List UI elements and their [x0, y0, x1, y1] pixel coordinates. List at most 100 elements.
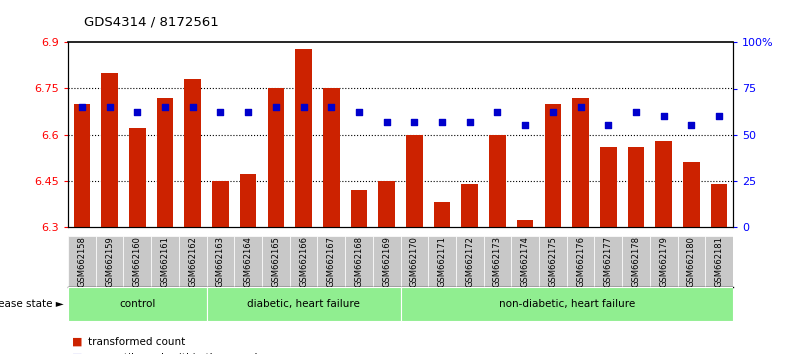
Bar: [434, 202, 450, 227]
Bar: [157, 98, 173, 227]
Bar: [68, 236, 96, 287]
Bar: [290, 236, 317, 287]
Bar: [400, 236, 429, 287]
Point: [103, 104, 116, 110]
Text: GSM662181: GSM662181: [714, 236, 723, 287]
Text: GSM662163: GSM662163: [216, 236, 225, 287]
Point: [463, 119, 476, 125]
Bar: [151, 236, 179, 287]
Text: GSM662166: GSM662166: [299, 236, 308, 287]
Text: GSM662161: GSM662161: [160, 236, 170, 287]
Point: [436, 119, 449, 125]
Bar: [68, 287, 207, 321]
Text: GSM662176: GSM662176: [576, 236, 585, 287]
Bar: [323, 88, 340, 227]
Bar: [511, 236, 539, 287]
Point: [159, 104, 171, 110]
Point: [491, 110, 504, 115]
Text: GSM662165: GSM662165: [272, 236, 280, 287]
Bar: [678, 236, 705, 287]
Text: GDS4314 / 8172561: GDS4314 / 8172561: [84, 15, 219, 28]
Bar: [461, 184, 478, 227]
Text: GSM662179: GSM662179: [659, 236, 668, 287]
Point: [658, 113, 670, 119]
Point: [325, 104, 338, 110]
Text: GSM662158: GSM662158: [78, 236, 87, 287]
Bar: [317, 236, 345, 287]
Text: GSM662178: GSM662178: [631, 236, 641, 287]
Bar: [212, 181, 229, 227]
Text: percentile rank within the sample: percentile rank within the sample: [88, 353, 264, 354]
Bar: [207, 236, 235, 287]
Text: GSM662162: GSM662162: [188, 236, 197, 287]
Point: [187, 104, 199, 110]
Bar: [489, 135, 505, 227]
Bar: [184, 79, 201, 227]
Bar: [622, 236, 650, 287]
Text: GSM662180: GSM662180: [687, 236, 696, 287]
Bar: [545, 104, 562, 227]
Point: [685, 122, 698, 128]
Text: GSM662170: GSM662170: [410, 236, 419, 287]
Text: transformed count: transformed count: [88, 337, 185, 347]
Bar: [268, 88, 284, 227]
Bar: [539, 236, 567, 287]
Bar: [710, 184, 727, 227]
Text: ■: ■: [72, 353, 83, 354]
Bar: [600, 147, 617, 227]
Bar: [705, 236, 733, 287]
Bar: [517, 221, 533, 227]
Text: ■: ■: [72, 337, 83, 347]
Text: GSM662164: GSM662164: [244, 236, 252, 287]
Text: control: control: [119, 299, 155, 309]
Bar: [567, 236, 594, 287]
Text: GSM662174: GSM662174: [521, 236, 529, 287]
Point: [713, 113, 726, 119]
Bar: [235, 236, 262, 287]
Bar: [74, 104, 91, 227]
Text: GSM662171: GSM662171: [437, 236, 446, 287]
Bar: [96, 236, 123, 287]
Bar: [239, 175, 256, 227]
Point: [242, 110, 255, 115]
Point: [546, 110, 559, 115]
Point: [131, 110, 143, 115]
Bar: [345, 236, 372, 287]
Point: [352, 110, 365, 115]
Text: GSM662159: GSM662159: [105, 236, 114, 286]
Bar: [594, 236, 622, 287]
Bar: [650, 236, 678, 287]
Bar: [456, 236, 484, 287]
Bar: [628, 147, 644, 227]
Text: GSM662160: GSM662160: [133, 236, 142, 287]
Bar: [572, 98, 589, 227]
Bar: [262, 236, 290, 287]
Text: GSM662167: GSM662167: [327, 236, 336, 287]
Text: GSM662173: GSM662173: [493, 236, 502, 287]
Bar: [101, 73, 118, 227]
Point: [574, 104, 587, 110]
Bar: [129, 129, 146, 227]
Text: diabetic, heart failure: diabetic, heart failure: [247, 299, 360, 309]
Point: [408, 119, 421, 125]
Bar: [207, 287, 400, 321]
Text: GSM662172: GSM662172: [465, 236, 474, 287]
Point: [75, 104, 88, 110]
Bar: [406, 135, 423, 227]
Bar: [683, 162, 700, 227]
Text: disease state ►: disease state ►: [0, 299, 64, 309]
Point: [519, 122, 532, 128]
Point: [214, 110, 227, 115]
Text: GSM662177: GSM662177: [604, 236, 613, 287]
Bar: [296, 48, 312, 227]
Bar: [123, 236, 151, 287]
Bar: [179, 236, 207, 287]
Text: GSM662175: GSM662175: [549, 236, 557, 287]
Point: [380, 119, 393, 125]
Bar: [429, 236, 456, 287]
Bar: [400, 287, 733, 321]
Bar: [655, 141, 672, 227]
Bar: [378, 181, 395, 227]
Bar: [484, 236, 511, 287]
Text: non-diabetic, heart failure: non-diabetic, heart failure: [498, 299, 635, 309]
